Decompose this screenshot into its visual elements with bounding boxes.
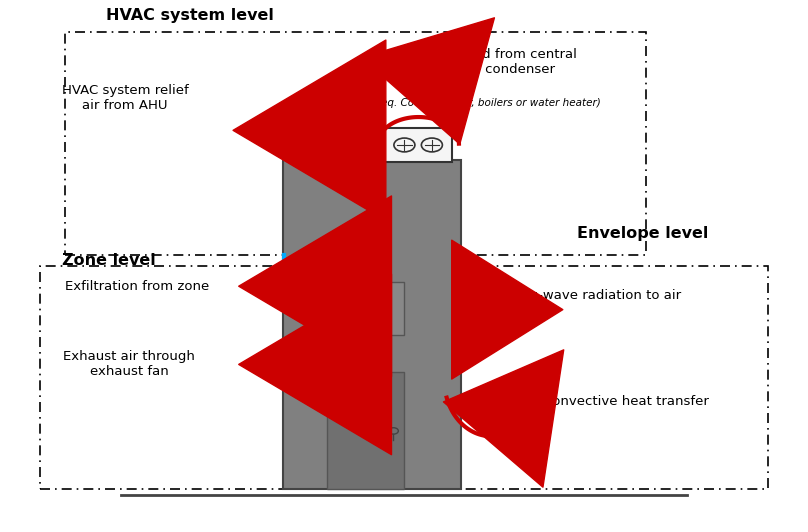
Bar (444, 266, 768, 489)
Text: Zone level: Zone level (62, 253, 156, 268)
Text: Exfiltration from zone: Exfiltration from zone (65, 280, 209, 293)
Bar (327, 372, 404, 489)
Text: Heat rejected from central
plants or condenser: Heat rejected from central plants or con… (401, 48, 577, 76)
Text: HVAC system relief
air from AHU: HVAC system relief air from AHU (62, 85, 188, 112)
Bar (283, 160, 461, 489)
Text: Convective heat transfer: Convective heat transfer (543, 395, 709, 408)
Text: (eq. Cooling tower, boilers or water heater): (eq. Cooling tower, boilers or water hea… (377, 98, 600, 109)
Text: HVAC system level: HVAC system level (106, 8, 274, 23)
Text: Exhaust air through
exhaust fan: Exhaust air through exhaust fan (63, 351, 196, 378)
Bar (40, 266, 283, 489)
Text: Long-wave radiation to air: Long-wave radiation to air (507, 289, 681, 302)
Bar (384, 128, 452, 162)
Polygon shape (315, 130, 360, 160)
Bar (327, 282, 404, 335)
Bar (311, 128, 364, 162)
Text: Envelope level: Envelope level (577, 226, 708, 241)
Bar (65, 32, 646, 255)
